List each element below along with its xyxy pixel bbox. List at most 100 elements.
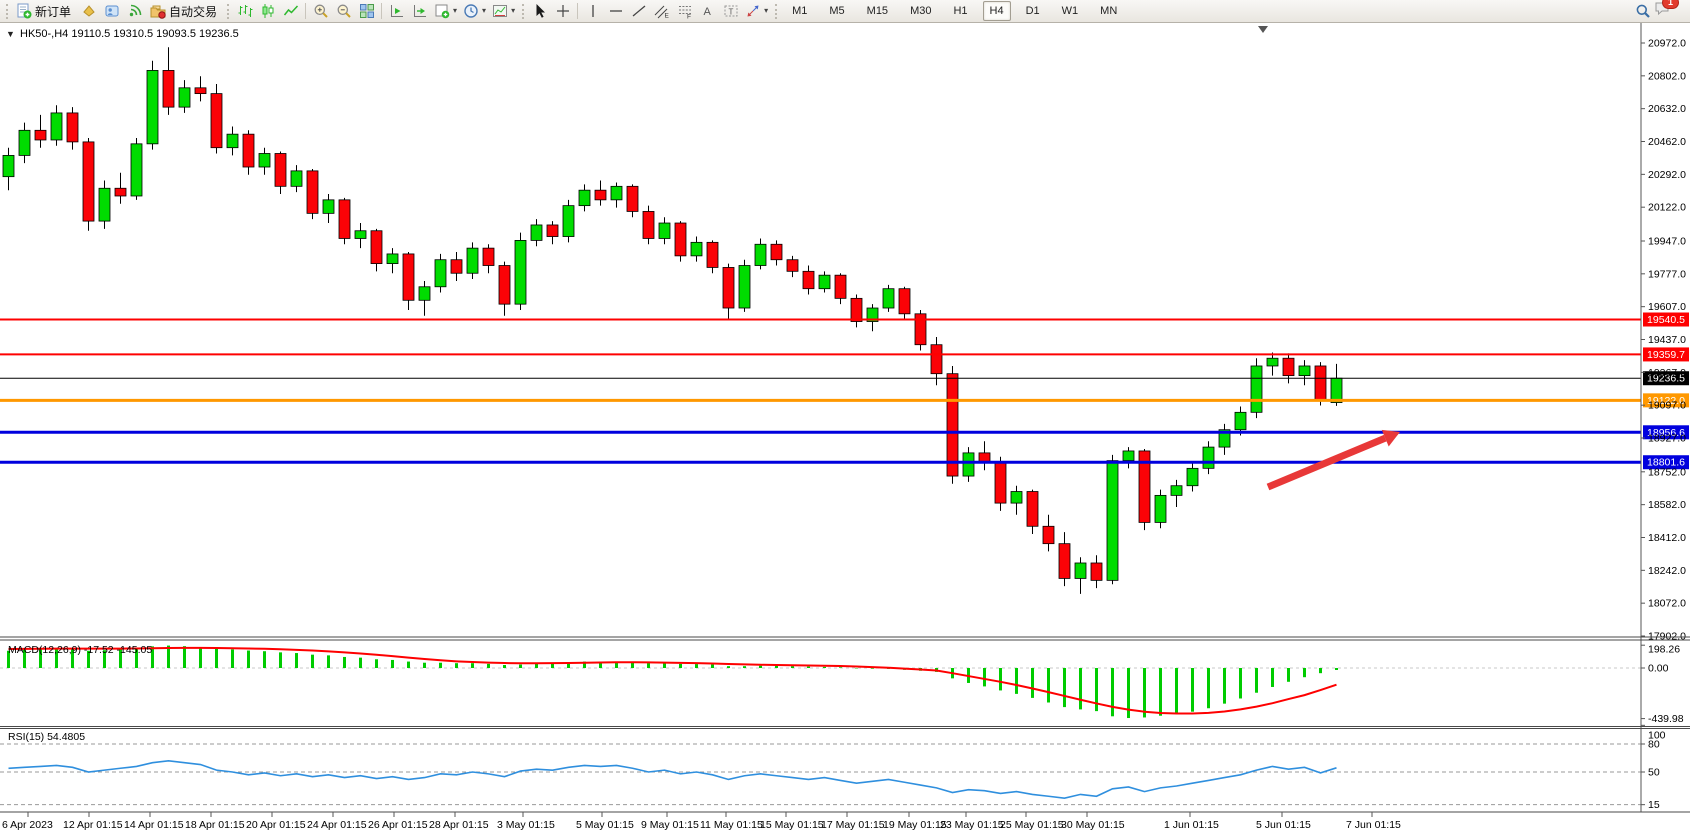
price-tick-label: 20462.0 (1648, 136, 1686, 148)
candle-down (674, 222, 687, 257)
trendline-icon (631, 3, 647, 19)
price-tick-label: 20292.0 (1648, 169, 1686, 181)
crosshair-button[interactable] (551, 1, 574, 21)
price-tick-label: 20122.0 (1648, 202, 1686, 214)
time-tick-label: 6 Apr 2023 (2, 819, 53, 831)
timeframe-button-m30[interactable]: M30 (910, 5, 932, 17)
profiles-icon (104, 3, 120, 19)
trend-arrow-annotation[interactable] (1266, 434, 1387, 491)
algo-trading-button[interactable]: 自动交易 (146, 1, 223, 21)
price-tick-label: 18752.0 (1648, 466, 1686, 478)
rsi-tick-label: 15 (1648, 799, 1660, 811)
timeframe-button-mn[interactable]: MN (1100, 5, 1118, 17)
chart-canvas[interactable]: ▼ HK50-,H4 19110.5 19310.5 19093.5 19236.… (0, 23, 1690, 836)
time-tick-label: 11 May 01:15 (700, 819, 763, 831)
trendline-button[interactable] (627, 1, 650, 21)
candle-up (1218, 429, 1231, 448)
price-badge (1643, 371, 1689, 386)
candlestick-chart-button[interactable] (256, 1, 279, 21)
one-click-trading-arrow[interactable]: ▼ (6, 29, 15, 39)
profiles-button[interactable] (100, 1, 123, 21)
vertical-line-button[interactable] (581, 1, 604, 21)
candle-up (50, 112, 63, 141)
price-badge-label: 18801.6 (1647, 457, 1685, 469)
new-chart-icon (434, 3, 450, 19)
candle-up (1122, 450, 1135, 462)
candle-down (770, 243, 783, 261)
template-button[interactable]: ▾ (489, 1, 518, 21)
candle-up (1202, 446, 1215, 469)
chart-shift-button[interactable] (408, 1, 431, 21)
timeframe-button-h1[interactable]: H1 (953, 5, 968, 17)
price-tick-label: 20802.0 (1648, 70, 1686, 82)
text-label-button[interactable]: T (719, 1, 742, 21)
timeframe-button-m1[interactable]: M1 (792, 5, 808, 17)
timeframe-button-h4[interactable]: H4 (982, 1, 1011, 21)
text-button[interactable]: A (696, 1, 719, 21)
auto-scroll-button[interactable] (385, 1, 408, 21)
timeframe-button-m15[interactable]: M15 (866, 5, 889, 17)
crosshair-icon (555, 3, 571, 19)
candle-down (194, 87, 207, 95)
bar-chart-button[interactable] (233, 1, 256, 21)
candle-up (562, 205, 575, 237)
fibonacci-button[interactable]: F (673, 1, 696, 21)
toolbar-separator (577, 3, 579, 19)
timeframe-button-d1[interactable]: D1 (1025, 5, 1040, 17)
zoom-out-button[interactable] (332, 1, 355, 21)
timeframe-button-w1[interactable]: W1 (1061, 5, 1079, 17)
new-order-button[interactable]: 新订单 (12, 1, 77, 21)
candle-up (1154, 494, 1167, 523)
equidistant-channel-button[interactable]: E (650, 1, 673, 21)
candle-up (1234, 411, 1247, 431)
bar-chart-icon (237, 3, 253, 19)
timeframe-button-m5[interactable]: M5 (829, 5, 845, 17)
arrows-button[interactable]: ▾ (742, 1, 771, 21)
rsi-tick-label: 100 (1648, 730, 1666, 742)
candle-up (754, 243, 767, 266)
search-button[interactable] (1631, 1, 1654, 21)
price-badge (1643, 312, 1689, 327)
time-tick-label: 26 Apr 01:15 (368, 819, 428, 831)
chevron-down-icon: ▾ (764, 6, 769, 15)
candle-down (370, 230, 383, 264)
search-icon (1635, 3, 1651, 19)
toolbar-drag-handle (6, 3, 8, 19)
signals-button[interactable] (123, 1, 146, 21)
price-badge-label: 19122.0 (1647, 395, 1685, 407)
charts-icon (81, 3, 97, 19)
candle-down (66, 112, 79, 143)
price-badge-label: 19236.5 (1647, 373, 1685, 385)
candle-up (1250, 365, 1263, 413)
charts-button[interactable] (77, 1, 100, 21)
time-tick-label: 5 Jun 01:15 (1256, 819, 1311, 831)
price-tick-label: 19947.0 (1648, 235, 1686, 247)
price-badge (1643, 455, 1689, 470)
candle-down (850, 297, 863, 322)
chat-button[interactable]: 1 (1654, 0, 1679, 22)
cursor-button[interactable] (528, 1, 551, 21)
price-tick-label: 18582.0 (1648, 499, 1686, 511)
new-chart-button[interactable]: ▾ (431, 1, 460, 21)
zoom-in-icon (313, 3, 329, 19)
candle-up (1266, 357, 1279, 367)
candle-up (434, 259, 447, 288)
trend-arrow-head[interactable] (1381, 429, 1400, 447)
price-badge-label: 18956.6 (1647, 427, 1685, 439)
svg-text:F: F (687, 14, 691, 20)
rsi-tick-label: 80 (1648, 739, 1660, 751)
line-chart-button[interactable] (279, 1, 302, 21)
candle-up (258, 153, 271, 168)
candlestick-chart-icon (260, 3, 276, 19)
chart-shift-marker[interactable] (1258, 26, 1268, 33)
price-tick-label: 19607.0 (1648, 301, 1686, 313)
candle-down (722, 267, 735, 309)
periods-button[interactable]: ▾ (460, 1, 489, 21)
candle-down (402, 253, 415, 301)
price-axis: 19540.5 19359.7 19236.5 19122.0 18956.6 18801… (1640, 23, 1689, 812)
zoom-in-button[interactable] (309, 1, 332, 21)
horizontal-line-button[interactable] (604, 1, 627, 21)
tile-windows-button[interactable] (355, 1, 378, 21)
candle-down (274, 153, 287, 187)
price-badge (1643, 425, 1689, 440)
